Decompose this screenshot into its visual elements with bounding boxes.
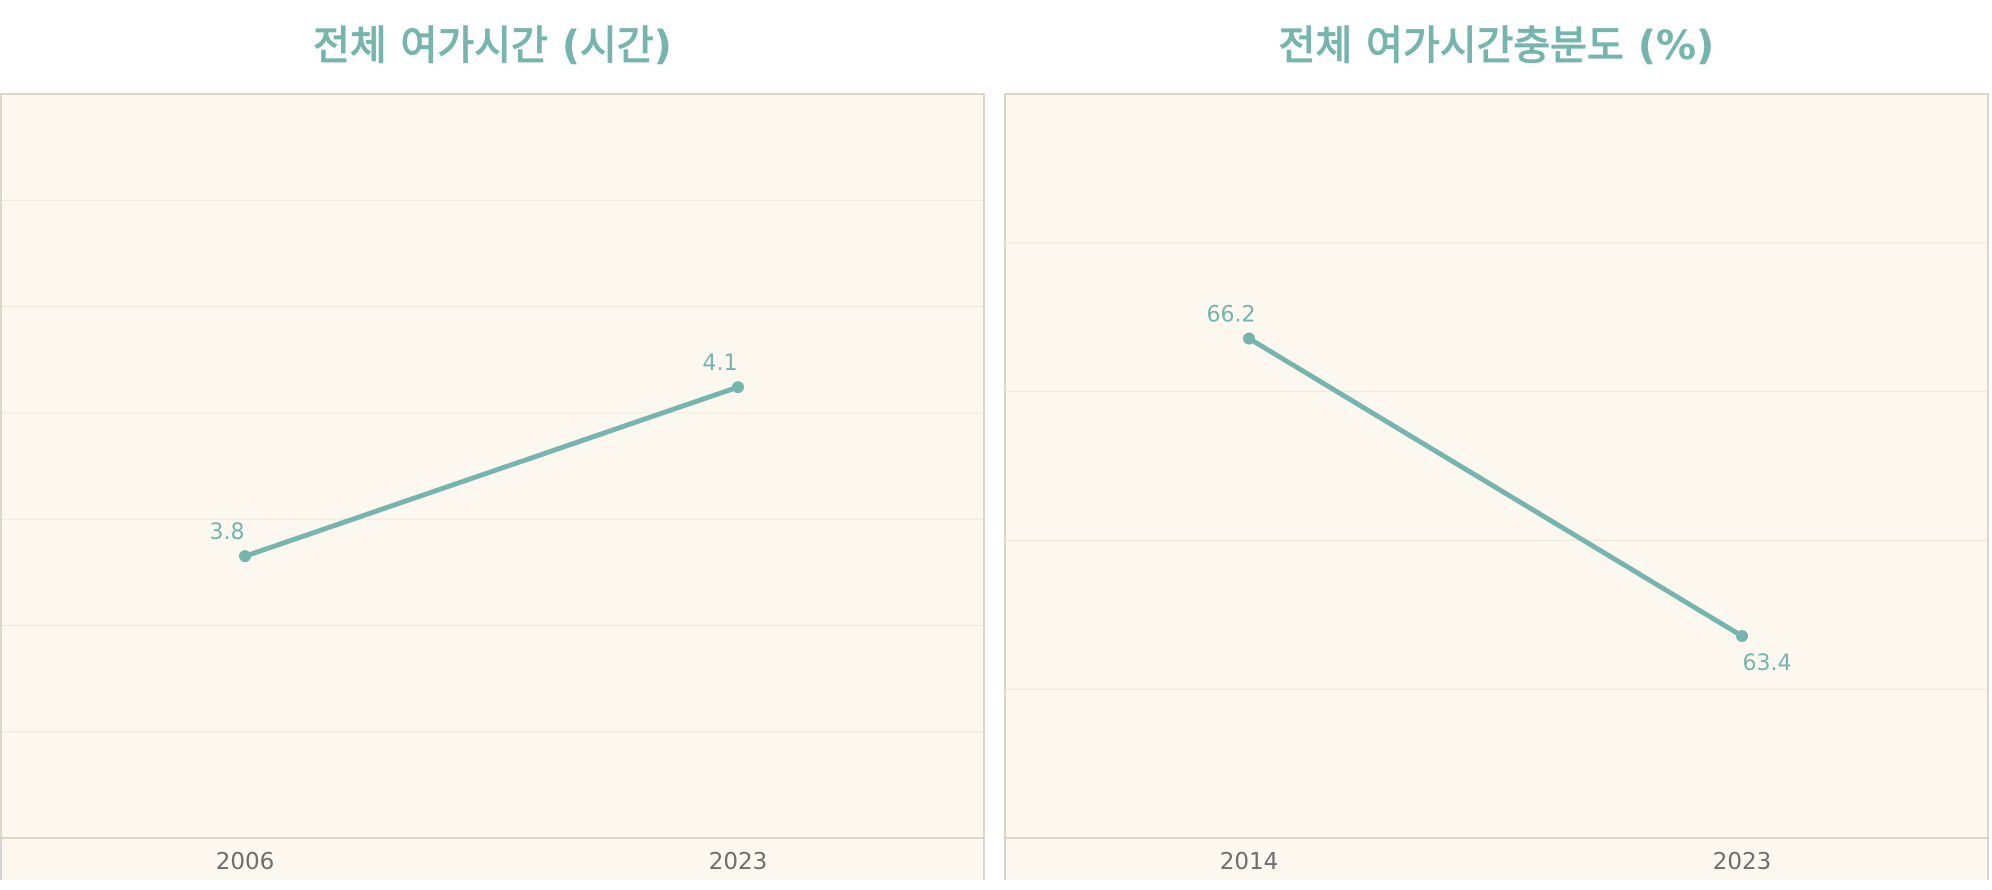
chart-panel-leisure-sufficiency: 전체 여가시간충분도 (%) 2014 2023 66.2 63.4: [1004, 0, 1989, 890]
data-label: 63.4: [1743, 651, 1792, 676]
chart-title: 전체 여가시간 (시간): [313, 23, 672, 69]
data-label: 66.2: [1207, 302, 1256, 327]
line-chart: 2006 2023 3.8 4.1: [0, 93, 985, 880]
x-tick-label: 2023: [709, 849, 768, 875]
chart-panel-leisure-hours: 전체 여가시간 (시간) 2006 2023 3.8 4.1: [0, 0, 985, 890]
data-point: [239, 550, 251, 563]
line-chart: 2014 2023 66.2 63.4: [1004, 93, 1989, 880]
plot-area: [1, 94, 984, 880]
data-label: 3.8: [210, 520, 245, 545]
plot-border: [1004, 93, 1989, 839]
chart-title: 전체 여가시간충분도 (%): [1278, 23, 1715, 69]
x-tick-label: 2023: [1713, 849, 1772, 875]
data-point: [1243, 332, 1255, 345]
series-line: [242, 384, 741, 559]
series-line: [1246, 335, 1745, 639]
data-point: [1736, 630, 1748, 643]
x-tick-label: 2006: [216, 849, 275, 875]
plot-border: [0, 93, 985, 839]
data-label: 4.1: [703, 351, 738, 376]
x-tick-label: 2014: [1220, 849, 1279, 875]
data-point: [732, 381, 744, 394]
